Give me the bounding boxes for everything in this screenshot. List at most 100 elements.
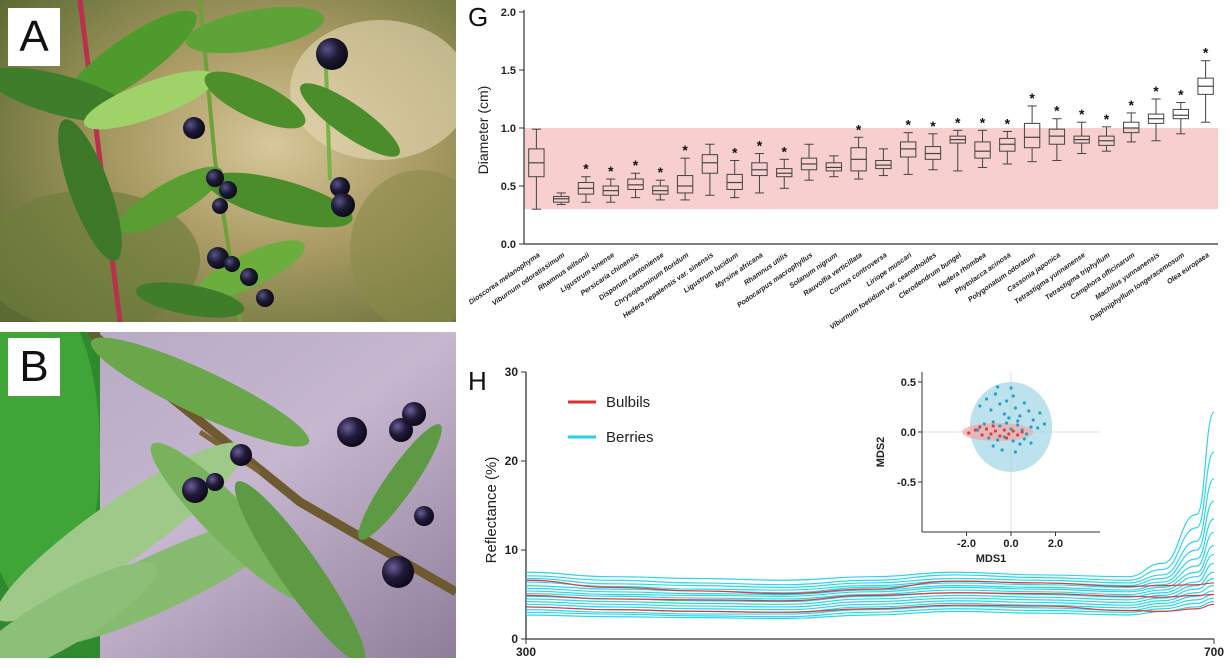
berries-point — [1009, 386, 1013, 390]
berries-point — [976, 428, 980, 432]
panel-label-b: B — [19, 342, 49, 391]
berries-point — [1016, 423, 1020, 427]
panel-label-h: H — [468, 366, 487, 396]
significance-star: * — [1203, 45, 1209, 61]
berries-reflectance-line — [525, 593, 1215, 615]
berries-reflectance-line — [525, 411, 1215, 581]
mds-x-tick-label: 2.0 — [1048, 538, 1063, 550]
box-14: * — [850, 121, 867, 180]
legend-label-bulbils: Bulbils — [606, 394, 650, 411]
berries-point — [1002, 412, 1006, 416]
reflectance-y-axis-label: Reflectance (%) — [483, 457, 500, 564]
diameter-box-plot: 0.0 0.5 1.0 1.5 2.0 * * * * * * * * * * * * * * * * * * * * * * D… — [467, 7, 1218, 331]
box-21: * — [1023, 90, 1041, 163]
mds-x-tick-label: -2.0 — [957, 538, 976, 550]
mds-y-axis-label: MDS2 — [875, 437, 887, 468]
box-15 — [875, 148, 892, 177]
box-18: * — [949, 114, 966, 172]
bulbils-reflectance-line — [525, 579, 1215, 595]
significance-star: * — [658, 164, 664, 180]
box-iqr — [776, 168, 793, 178]
bulbils-point — [1007, 432, 1011, 436]
berries-point — [1029, 441, 1033, 445]
significance-star: * — [1153, 83, 1159, 99]
legend-label-berries: Berries — [606, 429, 654, 446]
berries-point — [1018, 442, 1022, 446]
significance-star: * — [583, 161, 589, 177]
box-iqr — [701, 154, 719, 174]
bulbils-point — [1016, 433, 1020, 437]
significance-star: * — [732, 144, 738, 160]
bulbils-point — [1011, 429, 1015, 433]
mds-x-axis-label: MDS1 — [976, 553, 1007, 565]
reflectance-y-tick-label: 30 — [505, 365, 519, 379]
bulbils-point — [989, 432, 993, 436]
box-11: * — [776, 143, 793, 189]
box-19: * — [974, 114, 991, 168]
berries-point — [1013, 406, 1018, 410]
berries-point — [978, 404, 982, 408]
berries-point — [1022, 437, 1026, 441]
box-5: * — [627, 157, 644, 199]
box-10: * — [751, 138, 768, 194]
significance-star: * — [955, 114, 961, 130]
significance-star: * — [1029, 90, 1035, 106]
box-iqr — [1023, 122, 1041, 149]
panel-label-g: G — [468, 2, 489, 32]
bulbils-point — [998, 434, 1002, 438]
reflectance-x-tick-label: 700 — [1204, 645, 1224, 659]
significance-star: * — [905, 117, 911, 133]
berries-point — [989, 408, 993, 412]
box-13 — [825, 155, 843, 178]
berries-point — [1042, 422, 1046, 426]
box-iqr — [602, 185, 619, 196]
significance-star: * — [608, 163, 614, 179]
berries-reflectance-line — [525, 518, 1215, 594]
berries-point — [1031, 418, 1035, 422]
berries-point — [1007, 416, 1011, 420]
box-iqr — [577, 182, 595, 195]
significance-star: * — [1129, 97, 1135, 113]
panel-label-b-box: B — [8, 338, 60, 396]
significance-star: * — [1178, 86, 1184, 102]
berries-point — [998, 424, 1002, 428]
berries-point — [1011, 394, 1015, 398]
box-9: * — [726, 144, 743, 199]
box-16: * — [899, 117, 917, 175]
bulbils-point — [1004, 436, 1009, 440]
box-7: * — [676, 142, 694, 201]
berries-point — [1029, 425, 1033, 429]
reflectance-y-tick-label: 20 — [505, 454, 519, 468]
berries-point — [1024, 432, 1029, 436]
bulbils-point — [1020, 430, 1024, 434]
box-1 — [528, 128, 545, 210]
box-iqr — [949, 135, 966, 144]
berries-reflectance-line — [525, 451, 1215, 586]
bulbils-point — [991, 424, 995, 428]
significance-star: * — [856, 121, 862, 137]
berries-point — [1022, 401, 1026, 405]
photo-panel-b — [0, 332, 456, 658]
berries-reflectance-line — [525, 571, 1215, 605]
mds-y-tick-label: 0.5 — [901, 377, 916, 389]
reflectance-x-tick-label: 300 — [516, 645, 536, 659]
berries-on-branch-photo — [0, 0, 456, 322]
significance-star: * — [782, 143, 788, 159]
berries-point — [1038, 411, 1042, 415]
panel-label-a: A — [19, 12, 49, 61]
significance-star: * — [633, 157, 639, 173]
berries-reflectance-line — [525, 478, 1215, 588]
berries-point — [1000, 448, 1004, 452]
box-3: * — [577, 161, 595, 203]
panel-label-a-box: A — [8, 8, 60, 66]
berries-reflectance-line — [525, 585, 1215, 611]
bulbils-reflectance-line — [525, 592, 1215, 602]
mds-y-tick-label: -0.5 — [897, 477, 916, 489]
box-28: * — [1197, 45, 1214, 123]
berries-point — [996, 438, 1000, 442]
box-20: * — [999, 115, 1016, 165]
berries-point — [1027, 409, 1031, 413]
box-plot-y-tick-label: 1.0 — [501, 123, 516, 135]
reference-range-band — [524, 128, 1218, 210]
berries-reflectance-line — [525, 531, 1215, 596]
